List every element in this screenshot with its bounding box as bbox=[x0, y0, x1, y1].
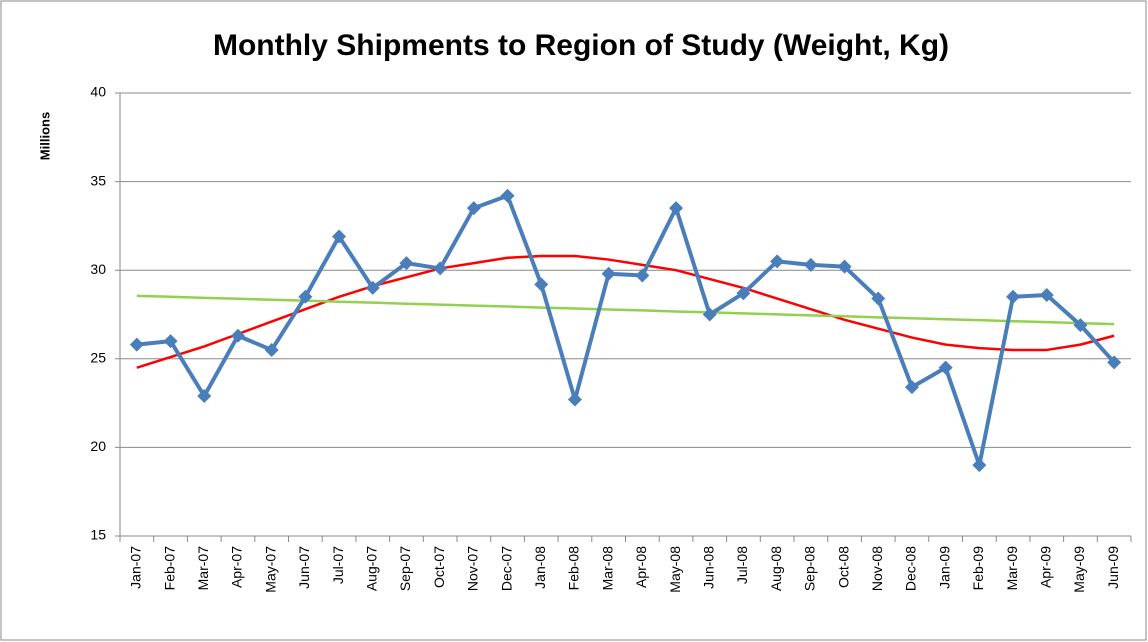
marker bbox=[904, 380, 919, 395]
marker bbox=[702, 307, 717, 322]
x-tick-label: Feb-07 bbox=[161, 546, 177, 591]
x-tick-label: Mar-09 bbox=[1004, 546, 1020, 591]
x-tick-label: Aug-08 bbox=[768, 546, 784, 591]
x-tick-label: Mar-07 bbox=[195, 546, 211, 591]
x-tick-label: Feb-09 bbox=[970, 546, 986, 591]
marker bbox=[567, 392, 582, 407]
marker bbox=[837, 259, 852, 274]
x-tick-label: May-07 bbox=[262, 546, 278, 593]
marker bbox=[938, 360, 953, 375]
x-tick-label: Dec-08 bbox=[903, 546, 919, 591]
x-tick-label: Apr-09 bbox=[1037, 546, 1053, 588]
marker bbox=[433, 261, 448, 276]
x-tick-label: Jan-09 bbox=[936, 546, 952, 589]
x-tick-label: Jul-07 bbox=[330, 546, 346, 584]
chart-title: Monthly Shipments to Region of Study (We… bbox=[213, 29, 949, 62]
x-tick-label: May-08 bbox=[667, 546, 683, 593]
series-line bbox=[136, 193, 1116, 468]
marker bbox=[129, 337, 144, 352]
x-tick-label: Sep-07 bbox=[397, 546, 413, 591]
y-axis-label: Millions bbox=[37, 112, 52, 160]
x-tick-label: Mar-08 bbox=[599, 546, 615, 591]
x-tick-label: Jun-07 bbox=[296, 546, 312, 589]
marker bbox=[635, 268, 650, 283]
marker bbox=[669, 201, 684, 216]
marker bbox=[298, 289, 313, 304]
x-tick-label: Apr-07 bbox=[229, 546, 245, 588]
y-tick-label: 30 bbox=[90, 261, 106, 277]
x-tick-label: Dec-07 bbox=[498, 546, 514, 591]
marker bbox=[1073, 318, 1088, 333]
x-tick-label: Nov-08 bbox=[869, 546, 885, 591]
x-tick-label: Feb-08 bbox=[566, 546, 582, 591]
y-tick-label: 20 bbox=[90, 438, 106, 454]
marker bbox=[230, 328, 245, 343]
x-tick-label: Jun-09 bbox=[1105, 546, 1121, 589]
x-tick-label: Jan-07 bbox=[128, 546, 144, 589]
y-tick-label: 15 bbox=[90, 527, 106, 543]
marker bbox=[1006, 289, 1021, 304]
marker bbox=[365, 280, 380, 295]
marker bbox=[770, 254, 785, 269]
x-tick-label: Oct-07 bbox=[431, 546, 447, 588]
x-tick-label: May-09 bbox=[1071, 546, 1087, 593]
x-tick-label: Sep-08 bbox=[802, 546, 818, 591]
y-tick-label: 25 bbox=[90, 350, 106, 366]
x-tick-label: Oct-08 bbox=[835, 546, 851, 588]
marker bbox=[1039, 288, 1054, 303]
marker bbox=[601, 266, 616, 281]
y-tick-label: 35 bbox=[90, 172, 106, 188]
marker bbox=[500, 188, 515, 203]
marker bbox=[466, 201, 481, 216]
marker bbox=[972, 458, 987, 473]
x-tick-label: Jun-08 bbox=[700, 546, 716, 589]
marker bbox=[197, 389, 212, 404]
x-tick-label: Aug-07 bbox=[363, 546, 379, 591]
x-tick-label: Nov-07 bbox=[465, 546, 481, 591]
marker bbox=[803, 257, 818, 272]
series-line bbox=[136, 254, 1115, 369]
x-tick-label: Jan-08 bbox=[532, 546, 548, 589]
marker bbox=[264, 342, 279, 357]
marker bbox=[1107, 355, 1122, 370]
marker bbox=[534, 277, 549, 292]
series-line bbox=[136, 294, 1115, 326]
marker bbox=[871, 291, 886, 306]
marker bbox=[332, 229, 347, 244]
x-tick-label: Jul-08 bbox=[734, 546, 750, 584]
marker bbox=[399, 256, 414, 271]
y-tick-label: 40 bbox=[90, 84, 106, 100]
marker bbox=[736, 286, 751, 301]
marker bbox=[163, 334, 178, 349]
x-tick-label: Apr-08 bbox=[633, 546, 649, 588]
